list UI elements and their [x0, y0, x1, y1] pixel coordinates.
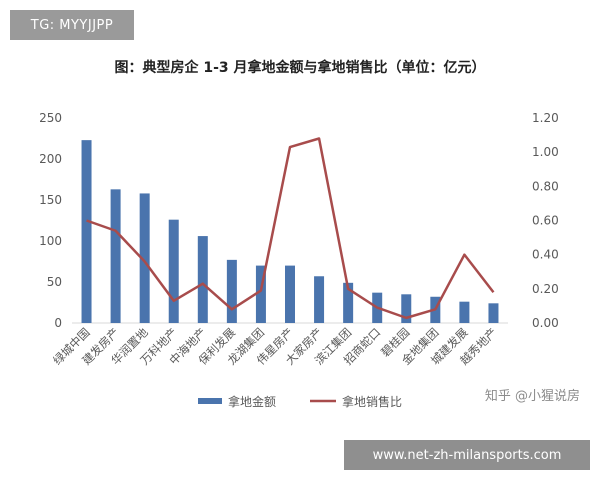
bar	[139, 193, 150, 323]
bar	[343, 282, 354, 323]
chart-card: 图：典型房企 1-3 月拿地金额与拿地销售比（单位：亿元） 0 50 100 150 2…	[10, 48, 590, 420]
bar	[314, 276, 325, 323]
y-right-tick-label: 1.20	[532, 111, 559, 125]
bar-series	[81, 140, 499, 323]
y-right-tick-label: 1.00	[532, 145, 559, 159]
y-left-tick-label: 100	[39, 234, 62, 248]
legend: 拿地金额 拿地销售比	[198, 394, 402, 409]
legend-label-bar: 拿地金额	[228, 394, 276, 409]
y-left-tick-label: 0	[54, 316, 62, 330]
axes: 0 50 100 150 200 250 0.00 0.20 0.40 0.60 0.80 1.00 1…	[39, 111, 559, 330]
bar	[226, 259, 237, 323]
y-right-tick-label: 0.80	[532, 179, 559, 193]
url-badge: www.net-zh-milansports.com	[344, 440, 590, 470]
tg-label-badge: TG: MYYJJPP	[10, 10, 134, 40]
chart: 图：典型房企 1-3 月拿地金额与拿地销售比（单位：亿元） 0 50 100 150 2…	[39, 59, 580, 409]
watermark-text: 知乎 @小猩说房	[485, 388, 580, 404]
bar	[285, 265, 295, 323]
y-right-tick-label: 0.00	[532, 316, 559, 330]
y-left-tick-label: 50	[47, 275, 62, 289]
bar	[488, 303, 499, 323]
y-left-tick-label: 200	[39, 152, 62, 166]
line-series	[86, 137, 495, 320]
legend-label-line: 拿地销售比	[342, 394, 402, 409]
y-right-tick-label: 0.40	[532, 248, 559, 262]
bar	[110, 189, 121, 323]
bar	[255, 265, 266, 323]
bar	[168, 219, 179, 323]
bar	[401, 294, 412, 323]
bar	[459, 301, 470, 323]
legend-swatch-bar	[198, 398, 222, 404]
chart-title: 图：典型房企 1-3 月拿地金额与拿地销售比（单位：亿元）	[114, 59, 485, 76]
y-right-tick-label: 0.60	[532, 214, 559, 228]
bar	[197, 236, 208, 323]
y-left-tick-label: 150	[39, 193, 62, 207]
bar	[81, 140, 92, 323]
x-axis-labels: 绿城中国建发房产华润置地万科地产中海地产保利发展龙湖集团伟星房产大家房产滨江集团…	[50, 325, 499, 368]
y-left-tick-label: 250	[39, 111, 62, 125]
y-right-tick-label: 0.20	[532, 282, 559, 296]
